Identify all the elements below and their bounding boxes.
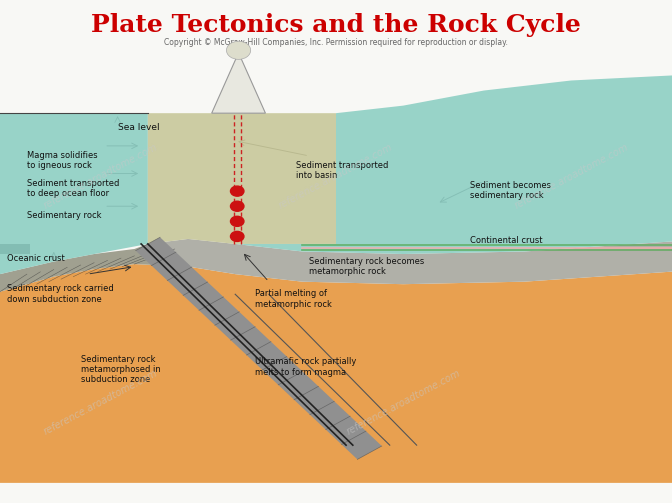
- Text: Copyright © McGraw-Hill Companies, Inc. Permission required for reproduction or : Copyright © McGraw-Hill Companies, Inc. …: [164, 38, 508, 47]
- Circle shape: [230, 216, 244, 226]
- Text: Sea level: Sea level: [118, 123, 159, 132]
- Text: reference.aroadtome.com: reference.aroadtome.com: [42, 142, 159, 210]
- Text: Sediment transported
into basin: Sediment transported into basin: [296, 161, 388, 181]
- Text: Sedimentary rock
metamorphosed in
subduction zone: Sedimentary rock metamorphosed in subduc…: [81, 355, 161, 384]
- Polygon shape: [0, 264, 672, 483]
- Text: reference.aroadtome.com: reference.aroadtome.com: [278, 142, 394, 210]
- Circle shape: [230, 186, 244, 196]
- Text: Sediment transported
to deep ocean floor: Sediment transported to deep ocean floor: [27, 179, 119, 198]
- Polygon shape: [148, 239, 672, 284]
- Polygon shape: [0, 244, 188, 292]
- Circle shape: [226, 41, 251, 59]
- Text: reference.aroadtome.com: reference.aroadtome.com: [42, 368, 159, 437]
- Text: Continental crust: Continental crust: [470, 236, 543, 245]
- Polygon shape: [235, 75, 672, 254]
- Circle shape: [230, 231, 244, 241]
- Circle shape: [230, 201, 244, 211]
- Text: Plate Tectonics and the Rock Cycle: Plate Tectonics and the Rock Cycle: [91, 13, 581, 37]
- Text: Sediment becomes
sedimentary rock: Sediment becomes sedimentary rock: [470, 181, 552, 201]
- Text: Sedimentary rock carried
down subduction zone: Sedimentary rock carried down subduction…: [7, 284, 114, 304]
- Polygon shape: [148, 113, 336, 244]
- Polygon shape: [212, 53, 265, 113]
- Text: Ultramafic rock partially
melts to form magma: Ultramafic rock partially melts to form …: [255, 357, 357, 377]
- Text: Sedimentary rock: Sedimentary rock: [27, 211, 101, 220]
- Text: Partial melting of
metamorphic rock: Partial melting of metamorphic rock: [255, 289, 332, 309]
- Polygon shape: [0, 113, 148, 274]
- FancyBboxPatch shape: [0, 244, 30, 254]
- Text: reference.aroadtome.com: reference.aroadtome.com: [345, 368, 462, 437]
- Text: Sedimentary rock becomes
metamorphic rock: Sedimentary rock becomes metamorphic roc…: [309, 257, 425, 276]
- Text: reference.aroadtome.com: reference.aroadtome.com: [513, 142, 630, 210]
- Text: Magma solidifies
to igneous rock: Magma solidifies to igneous rock: [27, 151, 97, 171]
- Polygon shape: [136, 237, 382, 459]
- Text: Oceanic crust: Oceanic crust: [7, 254, 65, 263]
